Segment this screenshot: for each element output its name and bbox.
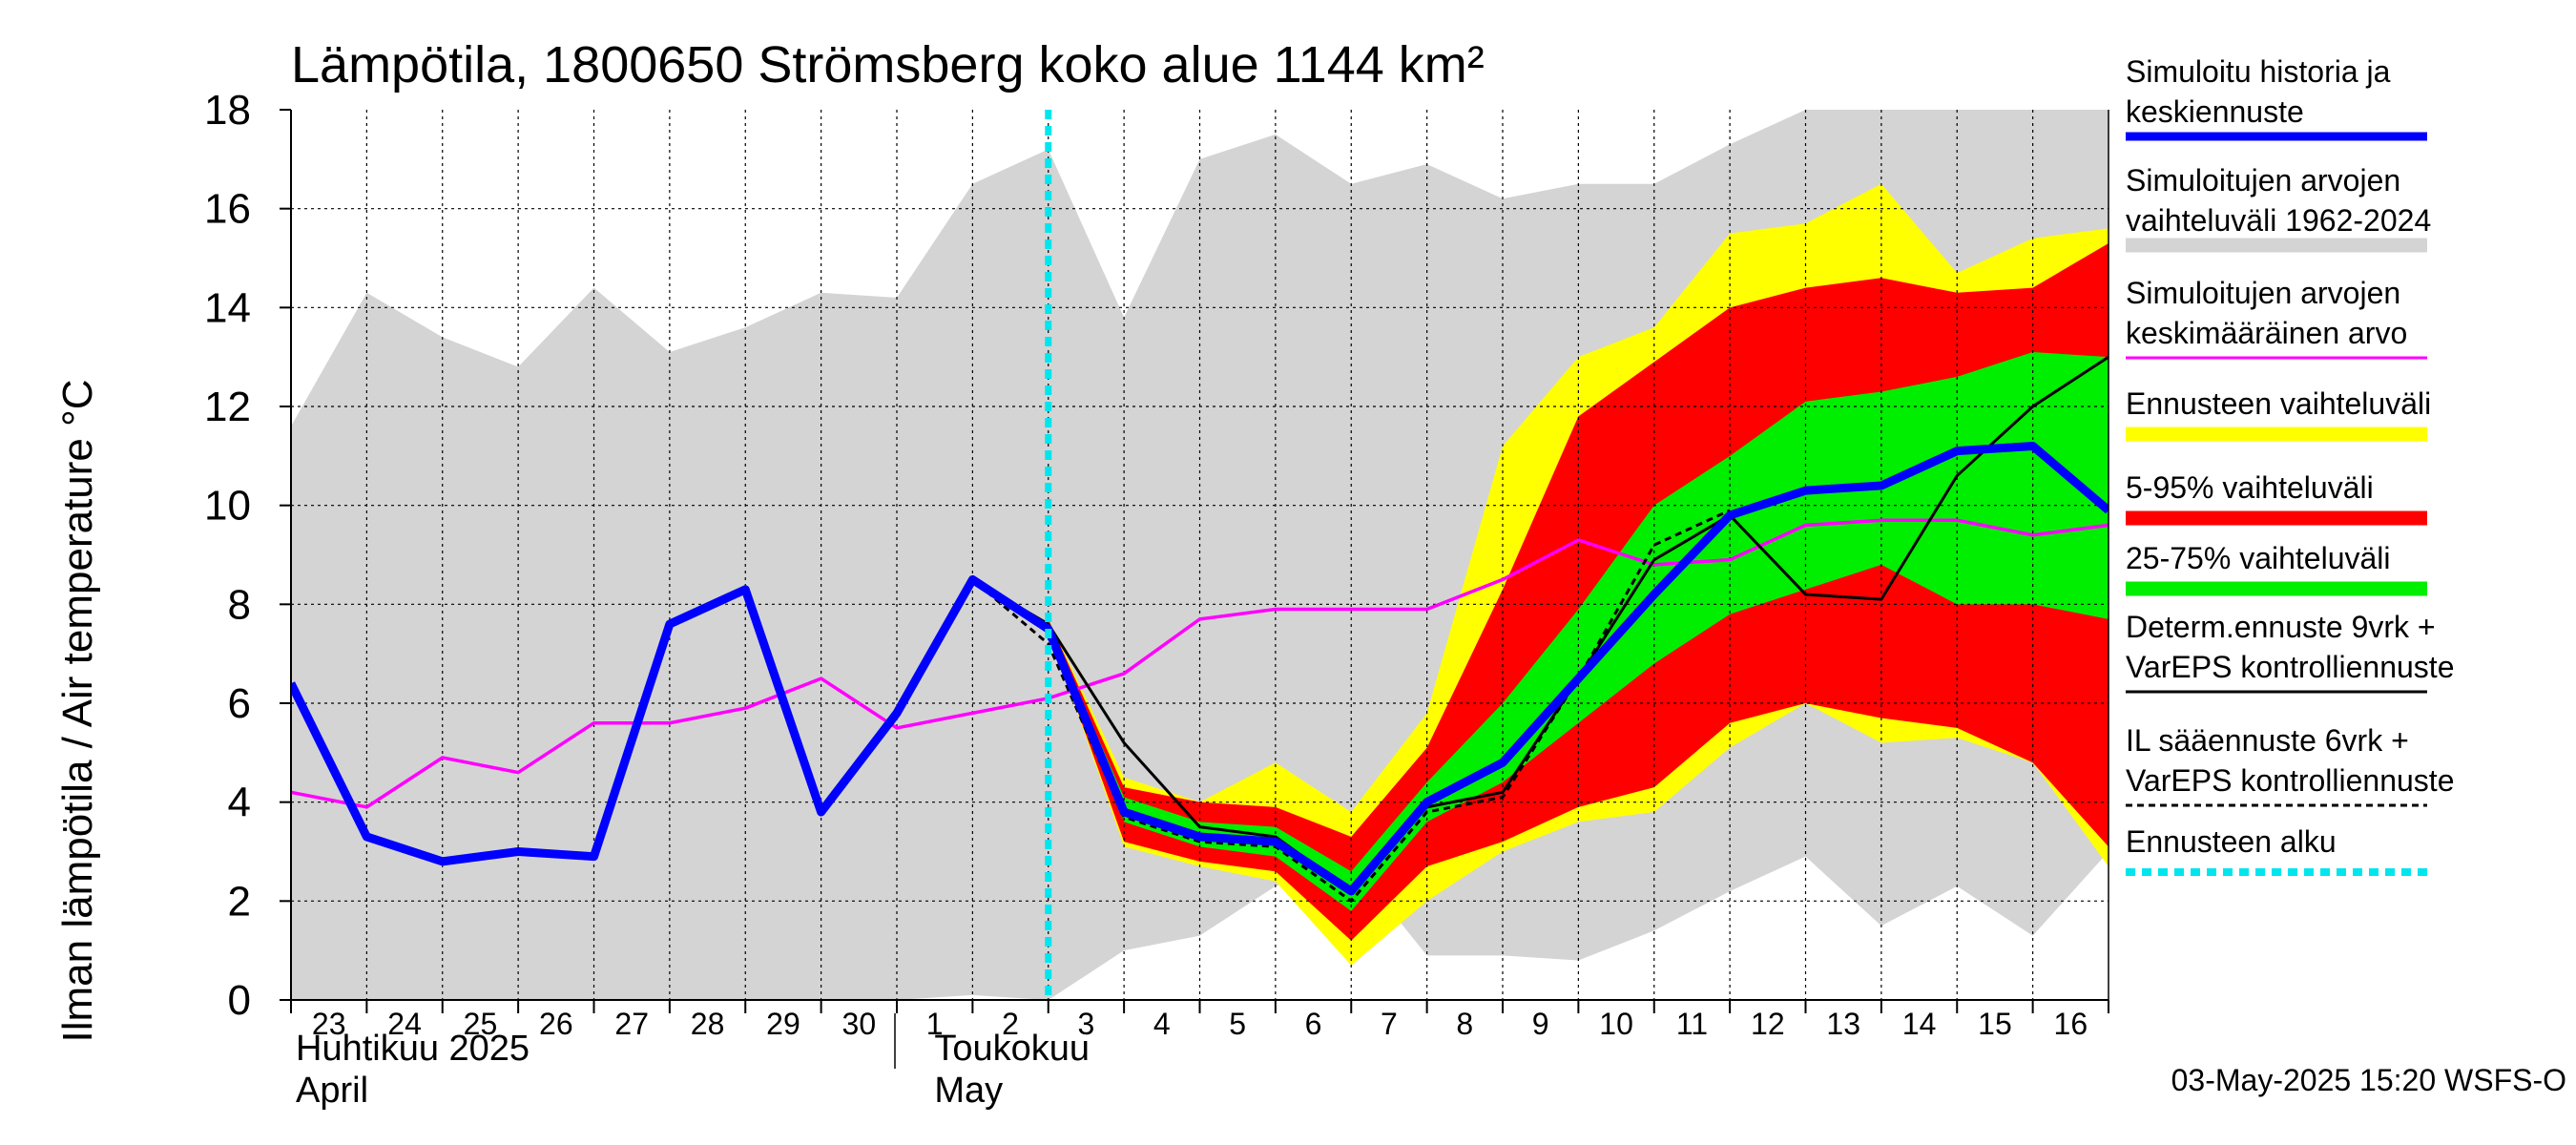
x-tick-label-20: 13 [1826, 1007, 1860, 1041]
y-tick-label-5: 10 [204, 483, 251, 530]
month-label-en-0: April [296, 1071, 368, 1111]
y-tick-label-6: 12 [204, 384, 251, 430]
y-tick-label-0: 0 [228, 977, 251, 1024]
y-tick-label-8: 16 [204, 186, 251, 233]
legend-text-8: Ennusteen alku [2126, 824, 2337, 859]
x-tick-label-17: 10 [1599, 1007, 1633, 1041]
x-tick-label-0: 23 [312, 1007, 346, 1041]
x-tick-label-19: 12 [1751, 1007, 1785, 1041]
legend-text-1: Simuloitujen arvojen [2126, 163, 2400, 198]
x-tick-label-7: 30 [842, 1007, 877, 1041]
x-tick-label-23: 16 [2054, 1007, 2088, 1041]
legend-text-4: 5-95% vaihteluväli [2126, 470, 2374, 505]
x-tick-label-10: 3 [1078, 1007, 1095, 1041]
chart-title: Lämpötila, 1800650 Strömsberg koko alue … [291, 36, 1485, 94]
legend-text2-7: VarEPS kontrolliennuste [2126, 763, 2454, 798]
x-tick-label-11: 4 [1153, 1007, 1171, 1041]
legend-text2-0: keskiennuste [2126, 94, 2304, 129]
legend-text-2: Simuloitujen arvojen [2126, 276, 2400, 310]
y-tick-label-9: 18 [204, 87, 251, 134]
x-tick-label-21: 14 [1902, 1007, 1937, 1041]
series-line-1 [895, 355, 2109, 893]
x-tick-label-1: 24 [387, 1007, 422, 1041]
x-tick-label-9: 2 [1002, 1007, 1019, 1041]
x-tick-label-3: 26 [539, 1007, 573, 1041]
x-tick-label-16: 9 [1532, 1007, 1549, 1041]
legend-text-7: IL sääennuste 6vrk + [2126, 723, 2409, 758]
y-tick-label-1: 2 [228, 878, 251, 925]
series-line-2 [895, 509, 1731, 903]
legend-text2-1: vaihteluväli 1962-2024 [2126, 203, 2431, 238]
legend-text2-6: VarEPS kontrolliennuste [2126, 650, 2454, 684]
legend: Simuloitu historia ja keskiennuste Simuloi… [2126, 54, 2454, 876]
timestamp: 03-May-2025 15:20 WSFS-O [2171, 1063, 2566, 1097]
x-tick-label-22: 15 [1978, 1007, 2012, 1041]
y-axis-label: Ilman lämpötila / Air temperature °C [54, 380, 101, 1043]
series-line-3 [291, 441, 2109, 896]
y-tick-label-7: 14 [204, 284, 251, 331]
x-tick-label-6: 29 [766, 1007, 800, 1041]
legend-text-3: Ennusteen vaihteluväli [2126, 386, 2431, 421]
series-line-0 [291, 518, 2109, 809]
legend-text-5: 25-75% vaihteluväli [2126, 541, 2391, 575]
x-tick-label-13: 6 [1305, 1007, 1322, 1041]
y-tick-label-3: 6 [228, 680, 251, 727]
y-tick-label-2: 4 [228, 780, 251, 826]
x-tick-label-8: 1 [926, 1007, 944, 1041]
line-layer [291, 110, 2109, 1000]
legend-text2-2: keskimääräinen arvo [2126, 316, 2407, 350]
legend-text-6: Determ.ennuste 9vrk + [2126, 610, 2436, 644]
x-tick-label-15: 8 [1456, 1007, 1473, 1041]
x-tick-label-4: 27 [614, 1007, 649, 1041]
y-tick-label-4: 8 [228, 581, 251, 628]
legend-text-0: Simuloitu historia ja [2126, 54, 2391, 89]
x-tick-label-14: 7 [1381, 1007, 1398, 1041]
x-tick-label-2: 25 [464, 1007, 498, 1041]
month-label-fi-1: Toukokuu [934, 1029, 1090, 1069]
month-label-en-1: May [934, 1071, 1003, 1111]
x-tick-label-18: 11 [1676, 1007, 1708, 1041]
month-label-fi-0: Huhtikuu 2025 [296, 1029, 530, 1069]
x-tick-label-12: 5 [1229, 1007, 1246, 1041]
x-tick-label-5: 28 [691, 1007, 725, 1041]
grid-layer [291, 110, 2109, 1000]
